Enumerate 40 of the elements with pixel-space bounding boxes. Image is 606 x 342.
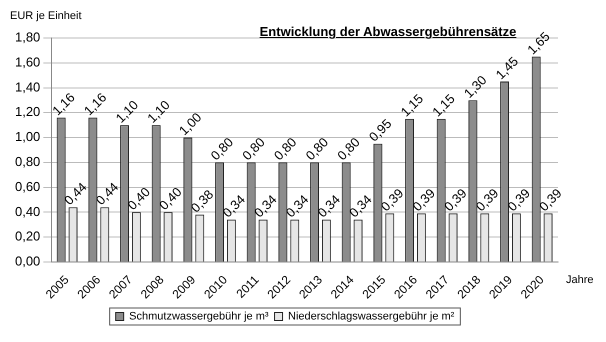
y-tick-label: 1,80 <box>14 30 40 45</box>
y-tick-label: 0,00 <box>14 254 40 269</box>
data-label: 0,34 <box>314 192 343 220</box>
data-label: 0,34 <box>282 192 312 220</box>
data-label: 0,44 <box>61 179 90 208</box>
chart-title: Entwicklung der Abwassergebührensätze <box>260 24 516 39</box>
data-label: 0,39 <box>378 186 406 214</box>
data-label: 0,34 <box>346 192 375 220</box>
y-tick-label: 1,00 <box>14 129 40 144</box>
y-tick-label: 0,40 <box>14 204 40 219</box>
data-label: 0,39 <box>441 186 470 214</box>
data-label: 0,44 <box>92 179 122 208</box>
data-label: 1,10 <box>112 97 142 126</box>
y-axis-title: EUR je Einheit <box>10 10 82 22</box>
data-label: 0,38 <box>188 186 216 216</box>
data-label: 0,34 <box>251 192 280 220</box>
data-label: 1,10 <box>144 97 173 126</box>
data-label: 0,40 <box>124 184 153 213</box>
data-label: 0,95 <box>366 116 394 144</box>
data-label: 0,80 <box>239 134 268 164</box>
data-label: 0,39 <box>536 186 565 214</box>
y-tick-label: 0,20 <box>14 228 40 244</box>
y-tick-label: 0,80 <box>14 154 40 169</box>
data-label: 0,80 <box>302 134 332 164</box>
data-label: 0,80 <box>208 134 236 164</box>
y-tick-label: 1,60 <box>14 54 40 70</box>
data-label: 0,80 <box>334 134 363 164</box>
data-label: 0,39 <box>409 186 438 214</box>
data-label: 1,30 <box>460 72 490 101</box>
y-tick-label: 0,60 <box>14 178 40 194</box>
data-label: 0,39 <box>504 186 533 214</box>
data-label: 0,34 <box>219 192 248 220</box>
x-axis-title: Jahre <box>566 274 594 286</box>
y-tick-label: 1,40 <box>14 79 40 94</box>
legend-label: Schmutzwassergebühr je m³ <box>129 310 269 323</box>
data-label: 0,40 <box>156 184 185 213</box>
y-tick-label: 1,20 <box>14 104 40 120</box>
data-label: 0,80 <box>270 134 300 164</box>
legend-label: Niederschlagswassergebühr je m² <box>288 310 455 323</box>
data-label: 0,39 <box>472 186 502 214</box>
